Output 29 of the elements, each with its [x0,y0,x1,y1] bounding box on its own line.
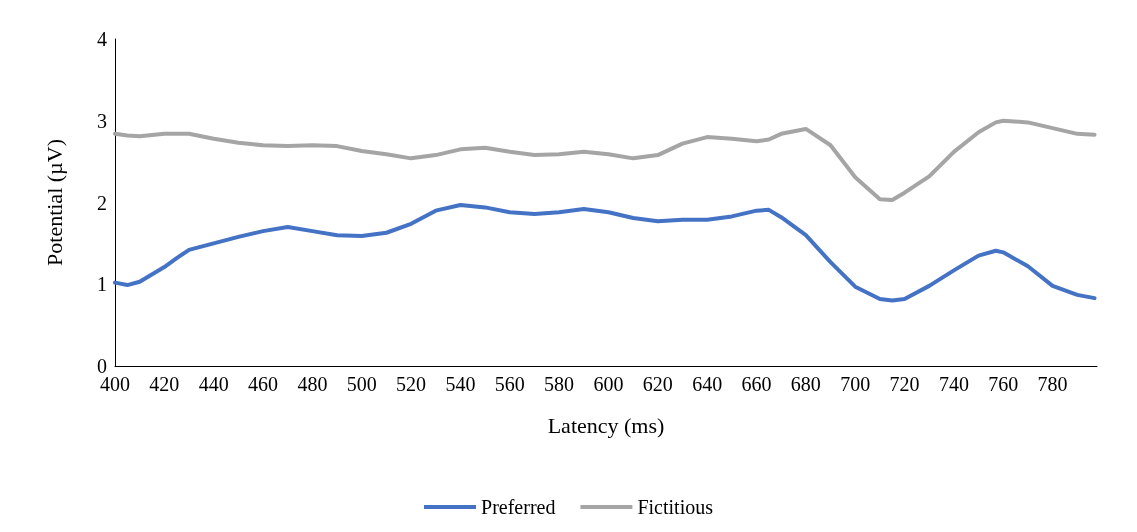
y-tick-label: 4 [97,28,107,50]
x-tick-label: 780 [1037,373,1068,395]
y-tick-label: 1 [97,273,107,296]
x-tick-label: 760 [988,373,1019,395]
x-tick-label: 460 [248,373,279,395]
x-tick-label: 580 [544,373,575,395]
x-tick-label: 440 [198,373,229,395]
x-tick-label: 720 [889,373,920,395]
x-tick-label: 680 [790,373,821,395]
x-tick-label: 520 [396,373,427,395]
x-axis-title: Latency (ms) [547,412,665,438]
y-tick-label: 3 [97,109,107,132]
x-tick-label: 640 [692,373,723,395]
y-axis-title: Potential (µV) [41,139,67,266]
legend-label: Preferred [481,496,556,518]
x-tick-label: 740 [938,373,969,395]
x-tick-label: 660 [741,373,772,395]
x-tick-label: 620 [642,373,673,395]
legend-label: Fictitious [637,496,714,518]
x-tick-label: 420 [149,373,180,395]
x-tick-label: 600 [593,373,624,395]
y-tick-label: 2 [97,191,107,214]
x-tick-label: 700 [840,373,871,395]
x-tick-label: 540 [445,373,476,395]
line-series [113,202,1097,303]
line-series [113,118,1097,203]
x-tick-label: 560 [494,373,525,395]
x-tick-label: 500 [346,373,377,395]
x-tick-label: 480 [297,373,328,395]
